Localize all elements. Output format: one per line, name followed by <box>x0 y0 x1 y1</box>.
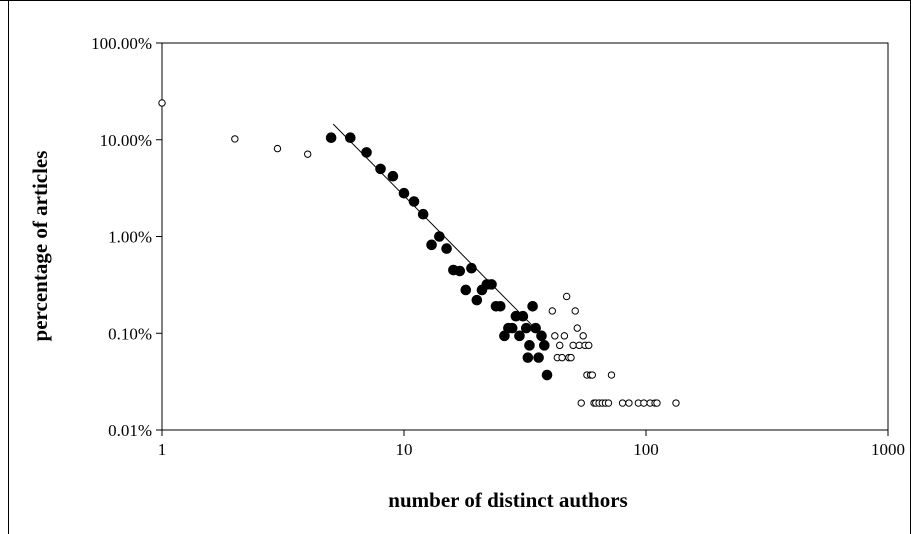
filled-data-point <box>387 170 399 182</box>
y-tick-label: 0.10% <box>108 324 152 343</box>
filled-data-point <box>539 340 550 351</box>
open-data-point <box>556 341 564 350</box>
open-data-point <box>653 399 661 407</box>
filled-data-point <box>522 352 534 363</box>
plot-area-border <box>161 42 889 431</box>
filled-data-point <box>514 330 525 342</box>
filled-data-point <box>408 196 420 207</box>
y-axis-ticks: 0.01% 0.10% 1.00% 10.00% 100.00% <box>91 34 162 440</box>
open-data-point <box>604 399 613 407</box>
y-tick-label: 1.00% <box>108 228 152 247</box>
open-data-point <box>672 399 680 407</box>
x-tick-label: 100 <box>633 440 659 459</box>
filled-data-point <box>454 265 466 277</box>
filled-data-point <box>345 132 356 143</box>
filled-data-point <box>527 300 538 312</box>
x-tick-label: 10 <box>396 440 413 459</box>
fit-line <box>332 123 545 339</box>
open-data-point <box>573 324 581 332</box>
y-tick-label: 100.00% <box>91 34 152 53</box>
filled-data-point <box>398 187 410 199</box>
filled-data-point <box>460 284 472 296</box>
open-data-point <box>231 135 239 143</box>
open-data-point <box>567 353 575 362</box>
filled-data-point <box>361 147 372 158</box>
filled-data-point <box>533 352 544 363</box>
open-data-point <box>579 332 587 340</box>
chart-frame-left-edge <box>8 0 9 534</box>
filled-data-point <box>530 322 541 334</box>
y-axis-title: percentage of articles <box>28 151 52 342</box>
filled-data-point <box>506 322 518 334</box>
filled-data-point <box>441 243 452 254</box>
open-data-point <box>585 341 593 350</box>
open-data-point <box>571 307 579 315</box>
open-data-point <box>640 399 648 407</box>
filled-data-point <box>520 322 532 334</box>
open-data-point <box>158 99 166 107</box>
filled-data-point <box>375 163 386 175</box>
filled-data-point <box>417 208 429 220</box>
filled-data-point <box>471 294 483 306</box>
x-tick-label: 1000 <box>871 440 905 459</box>
filled-data-point <box>524 340 535 351</box>
open-data-point <box>607 371 616 379</box>
y-tick-label: 0.01% <box>108 421 152 440</box>
filled-data-point <box>325 132 337 143</box>
open-data-point <box>548 307 556 315</box>
open-data-point <box>551 332 559 340</box>
filled-data-point <box>466 262 477 274</box>
open-data-point <box>303 150 312 158</box>
filled-data-point <box>541 369 553 381</box>
x-axis-title: number of distinct authors <box>388 488 627 512</box>
open-data-point <box>625 399 633 407</box>
x-axis-ticks: 1 10 100 1000 <box>158 430 905 459</box>
filled-data-point <box>536 330 547 342</box>
y-tick-label: 10.00% <box>100 131 152 150</box>
open-data-point <box>588 371 597 379</box>
open-data-point <box>558 353 566 362</box>
open-data-point <box>273 144 282 153</box>
x-tick-label: 1 <box>158 440 167 459</box>
open-data-point <box>577 399 585 407</box>
open-data-point <box>560 332 569 340</box>
filled-data-point <box>495 300 506 312</box>
filled-data-point <box>426 239 437 251</box>
open-data-point <box>618 399 627 407</box>
open-data-point <box>569 341 577 350</box>
filled-data-point <box>434 231 445 242</box>
plot-axes <box>161 42 889 431</box>
open-data-point <box>562 292 571 301</box>
data-series <box>158 99 680 407</box>
